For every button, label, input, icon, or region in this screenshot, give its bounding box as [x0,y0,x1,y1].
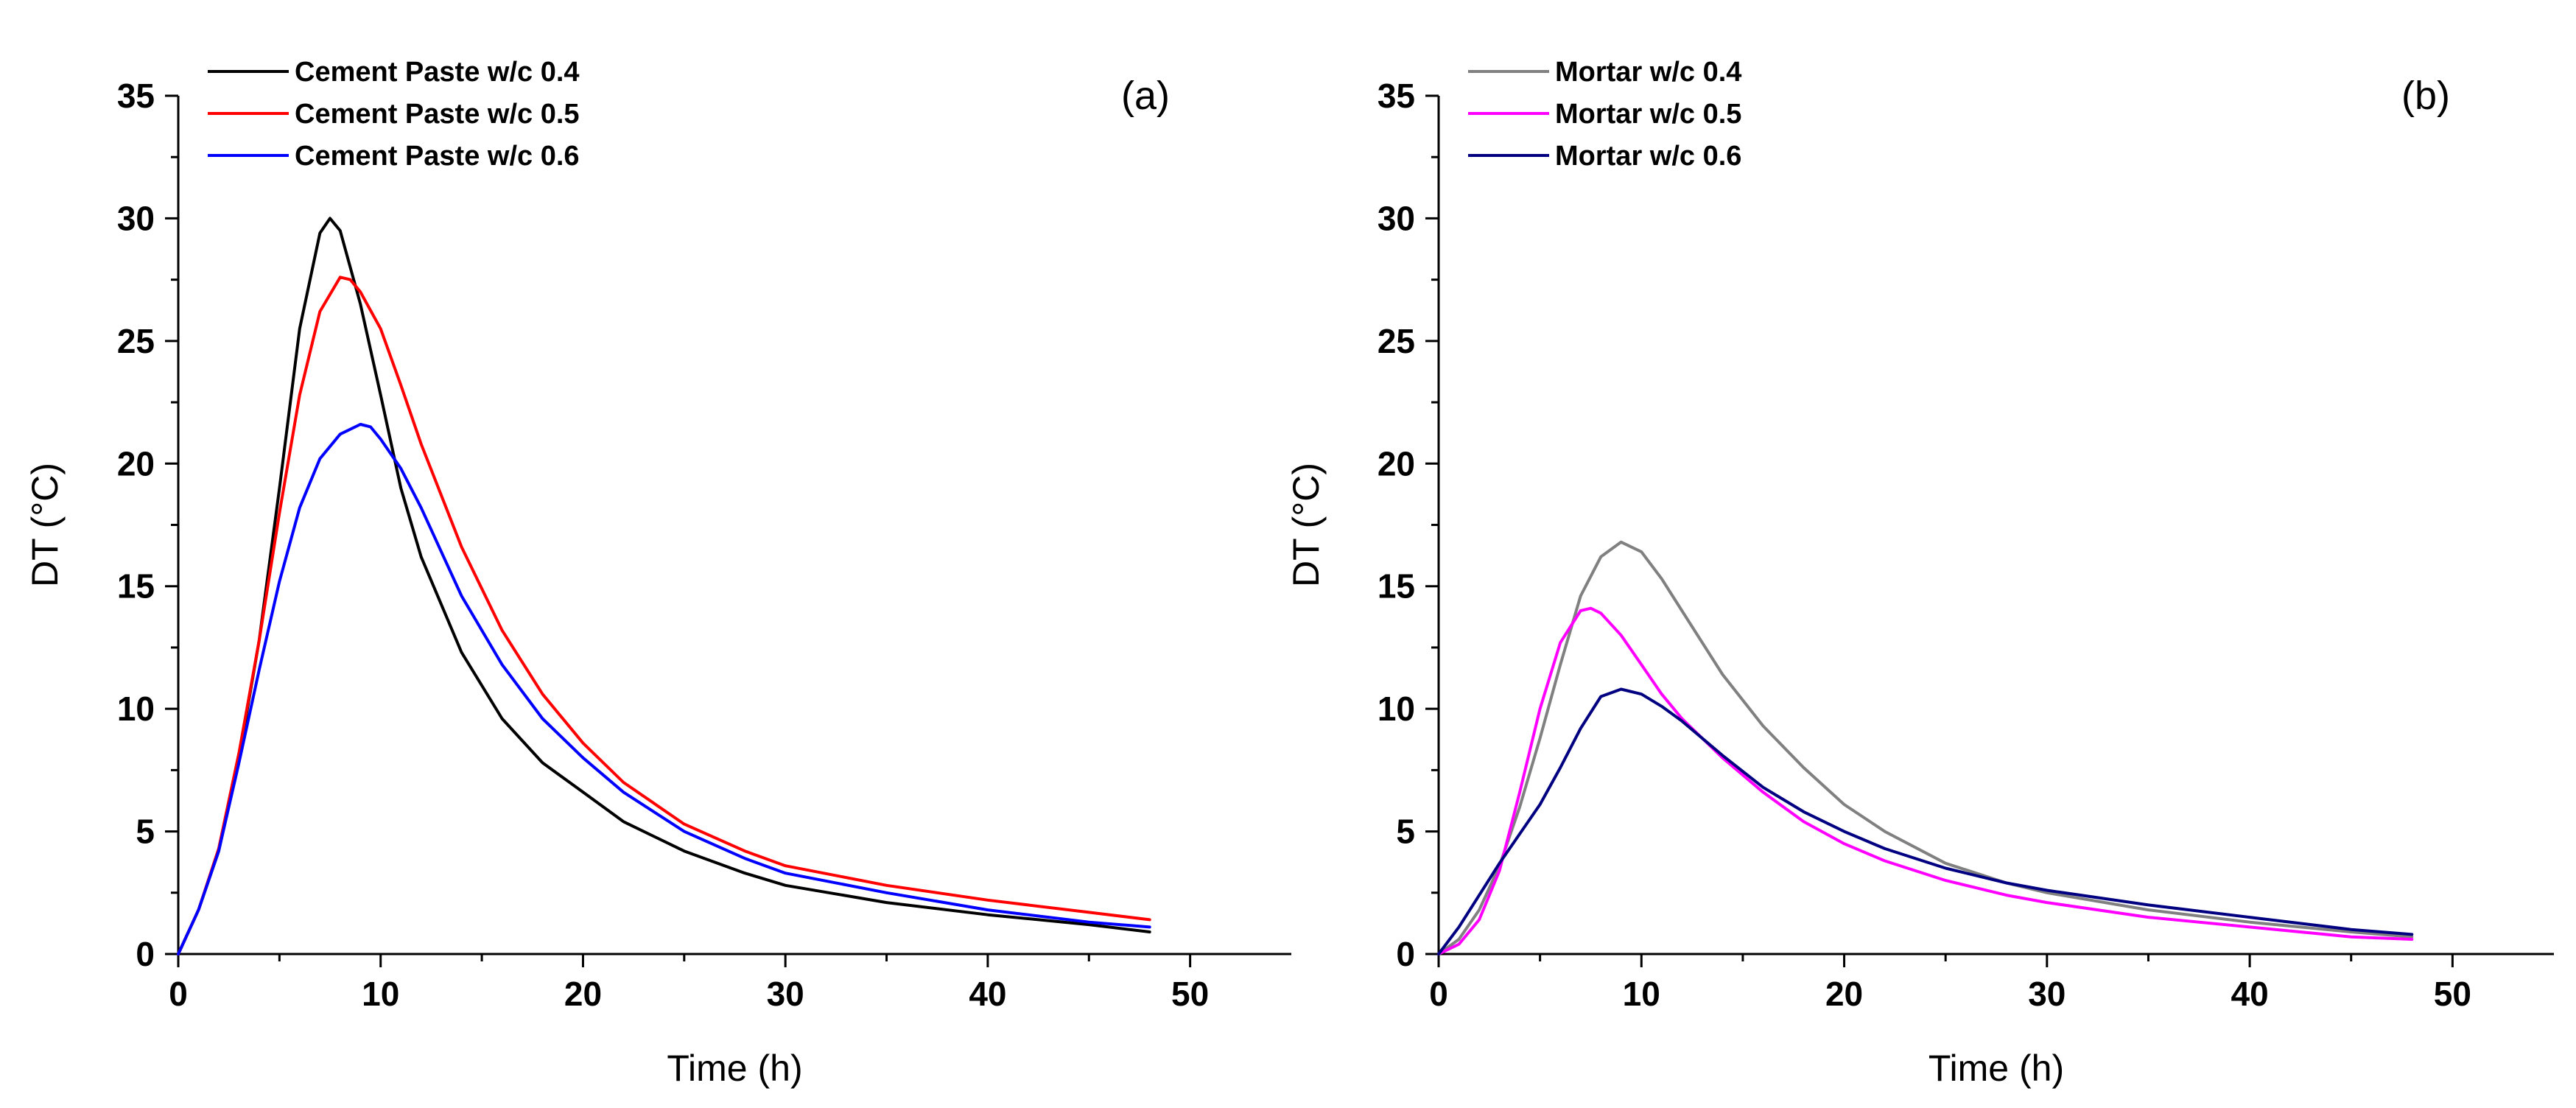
x-tick-label: 0 [1429,975,1448,1013]
series-line-3 [177,423,1151,956]
y-tick-label: 35 [1378,77,1415,115]
x-tick-label: 10 [362,975,399,1013]
y-tick-label: 10 [117,690,155,728]
y-tick-label: 25 [1378,322,1415,360]
series-line-1 [1437,540,2414,956]
chart-panel-b: 0 10 20 30 40 50 0 5 10 15 20 25 30 35 Time (h) DT (°C)… [1285,57,2554,1089]
series-line-2 [177,276,1151,956]
y-tick-label: 20 [1378,444,1415,483]
legend-label: Cement Paste w/c 0.6 [295,141,580,172]
x-tick-label: 50 [2434,975,2471,1013]
x-tick-label: 40 [2231,975,2269,1013]
y-tick-label: 5 [136,813,155,851]
x-tick-label: 30 [2028,975,2066,1013]
y-axis-title: DT (°C) [24,463,66,587]
y-tick-label: 35 [117,77,155,115]
x-tick-label: 0 [169,975,188,1013]
legend-label: Mortar w/c 0.6 [1555,141,1741,172]
x-tick-label: 10 [1623,975,1660,1013]
y-tick-label: 0 [1396,935,1415,973]
legend-label: Cement Paste w/c 0.4 [295,57,580,88]
y-tick-label: 10 [1378,690,1415,728]
x-tick-label: 50 [1171,975,1209,1013]
y-tick-label: 15 [117,567,155,606]
x-axis-title: Time (h) [1929,1048,2064,1089]
y-tick-label: 15 [1378,567,1415,606]
legend-label: Cement Paste w/c 0.5 [295,99,580,130]
y-tick-label: 5 [1396,813,1415,851]
legend-label: Mortar w/c 0.5 [1555,99,1741,130]
y-tick-label: 25 [117,322,155,360]
chart-panel-a: 0 10 20 30 40 50 0 5 10 15 20 25 30 35 Time (h) DT (°C)… [24,57,1291,1089]
y-tick-label: 30 [117,199,155,237]
panel-label: (b) [2401,74,2450,118]
y-tick-label: 30 [1378,199,1415,237]
y-tick-label: 20 [117,444,155,483]
y-tick-label: 0 [136,935,155,973]
x-tick-label: 20 [1825,975,1863,1013]
x-tick-label: 20 [564,975,602,1013]
x-axis-title: Time (h) [667,1048,802,1089]
x-tick-label: 30 [767,975,804,1013]
series-line-2 [1437,606,2414,956]
x-tick-label: 40 [969,975,1006,1013]
panel-label: (a) [1121,74,1170,118]
legend-label: Mortar w/c 0.4 [1555,57,1741,88]
y-axis-title: DT (°C) [1285,463,1327,587]
series-line-3 [1437,687,2414,956]
